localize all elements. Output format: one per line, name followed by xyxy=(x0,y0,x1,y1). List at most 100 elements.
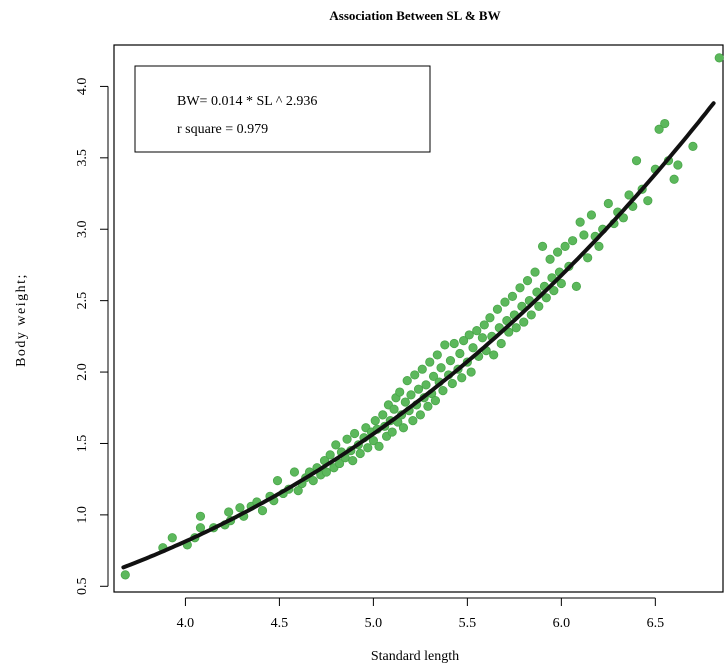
x-tick-label: 5.5 xyxy=(459,616,477,631)
data-point xyxy=(654,124,664,134)
x-tick-label: 6.5 xyxy=(647,616,665,631)
data-point xyxy=(568,236,578,246)
data-point xyxy=(449,338,459,349)
data-point xyxy=(660,118,670,129)
data-point xyxy=(289,467,300,477)
data-point xyxy=(485,313,495,323)
data-point xyxy=(673,160,683,170)
data-point xyxy=(235,503,245,513)
x-tick-label: 4.5 xyxy=(271,616,289,631)
data-point xyxy=(464,330,474,340)
data-point xyxy=(459,336,469,346)
data-point xyxy=(348,456,358,466)
y-tick-label: 2.0 xyxy=(75,363,90,381)
x-axis-label: Standard length xyxy=(371,649,459,664)
data-point xyxy=(530,267,540,277)
data-point xyxy=(445,356,456,366)
data-point xyxy=(195,511,206,521)
data-point xyxy=(532,287,542,297)
data-point xyxy=(120,570,130,580)
data-point xyxy=(669,174,679,184)
chart-title: Association Between SL & BW xyxy=(329,8,500,23)
data-point xyxy=(413,384,424,394)
data-point xyxy=(368,436,378,446)
data-point xyxy=(389,404,399,414)
data-point xyxy=(511,323,521,333)
data-point xyxy=(440,340,450,350)
legend-box xyxy=(134,65,431,153)
data-point xyxy=(517,301,527,311)
data-point xyxy=(400,397,410,407)
data-point xyxy=(519,317,529,327)
data-point xyxy=(349,428,360,439)
data-point xyxy=(421,380,431,390)
data-point xyxy=(489,350,499,360)
data-point xyxy=(579,230,589,240)
y-tick-label: 4.0 xyxy=(75,78,90,96)
data-point xyxy=(594,241,604,251)
data-point xyxy=(479,320,489,330)
x-tick-label: 4.0 xyxy=(177,616,195,631)
data-point xyxy=(423,401,433,411)
data-point xyxy=(395,387,405,397)
y-tick-label: 0.5 xyxy=(75,578,90,596)
data-point xyxy=(545,254,555,264)
data-point xyxy=(406,390,416,400)
legend-r-square: r square = 0.979 xyxy=(177,122,268,137)
legend: BW= 0.014 * SL ^ 2.936 r square = 0.979 xyxy=(134,65,431,153)
data-point xyxy=(552,247,563,257)
data-point xyxy=(631,156,642,166)
data-point xyxy=(387,427,397,437)
x-tick-label: 6.0 xyxy=(553,616,571,631)
data-point xyxy=(325,450,335,460)
data-point xyxy=(526,310,536,320)
data-point xyxy=(342,434,352,444)
y-axis-label: Body weight; xyxy=(14,273,29,367)
data-point xyxy=(257,505,268,516)
data-point xyxy=(331,440,341,450)
data-point xyxy=(334,458,345,469)
data-point xyxy=(378,410,388,420)
data-point xyxy=(492,304,503,314)
data-point xyxy=(714,53,724,63)
data-point xyxy=(355,448,365,459)
data-point xyxy=(515,283,525,293)
data-point xyxy=(438,386,448,396)
data-point xyxy=(603,198,613,209)
data-point xyxy=(447,378,457,389)
data-point xyxy=(398,423,409,433)
y-tick-label: 2.5 xyxy=(75,292,90,310)
data-point xyxy=(496,338,506,349)
data-point xyxy=(402,376,412,386)
plot-frame xyxy=(113,44,724,593)
x-tick-label: 5.0 xyxy=(365,616,383,631)
x-axis: 4.0 4.5 5.0 5.5 6.0 6.5 xyxy=(177,597,665,631)
data-point xyxy=(195,523,206,533)
data-point xyxy=(571,281,581,291)
data-point xyxy=(370,416,380,426)
data-point xyxy=(417,364,427,374)
data-point xyxy=(583,253,593,263)
data-point xyxy=(308,476,318,486)
data-point xyxy=(272,476,283,486)
data-point xyxy=(410,370,420,380)
data-point xyxy=(624,190,634,200)
data-point xyxy=(477,333,488,343)
data-point xyxy=(468,343,478,353)
data-point xyxy=(560,241,570,251)
data-point xyxy=(425,357,435,367)
data-point xyxy=(522,276,533,286)
data-point xyxy=(374,441,384,451)
data-point xyxy=(457,373,467,383)
y-tick-label: 1.0 xyxy=(75,506,90,524)
y-tick-label: 1.5 xyxy=(75,435,90,453)
data-point xyxy=(537,241,548,251)
data-point xyxy=(293,485,303,496)
y-axis: 0.5 1.0 1.5 2.0 2.5 3.0 3.5 4.0 xyxy=(75,78,109,596)
data-point xyxy=(472,326,482,336)
data-point xyxy=(363,443,373,453)
data-point xyxy=(224,507,234,517)
data-point xyxy=(455,348,465,359)
data-point xyxy=(432,350,442,360)
